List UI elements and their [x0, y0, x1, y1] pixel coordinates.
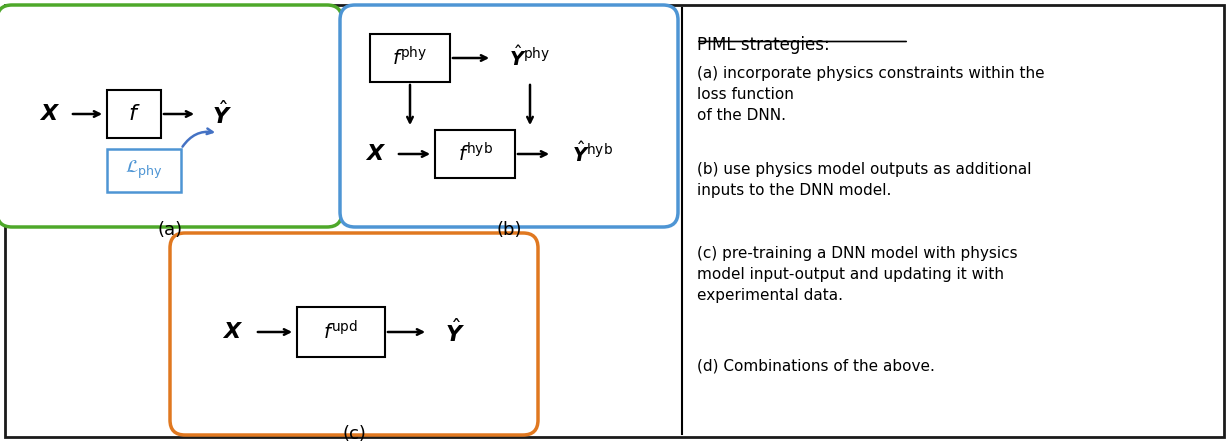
- Text: $\hat{\boldsymbol{Y}}^\mathrm{hyb}$: $\hat{\boldsymbol{Y}}^\mathrm{hyb}$: [571, 141, 612, 167]
- Text: (a) incorporate physics constraints within the
loss function
of the DNN.: (a) incorporate physics constraints with…: [697, 66, 1045, 123]
- Text: $f^\mathrm{phy}$: $f^\mathrm{phy}$: [392, 46, 428, 69]
- FancyBboxPatch shape: [340, 5, 678, 227]
- Text: $\mathcal{L}_\mathrm{phy}$: $\mathcal{L}_\mathrm{phy}$: [125, 159, 163, 181]
- Text: (d) Combinations of the above.: (d) Combinations of the above.: [697, 358, 935, 373]
- FancyBboxPatch shape: [170, 233, 538, 435]
- Text: PIML strategies:: PIML strategies:: [697, 36, 830, 54]
- Text: (b): (b): [497, 221, 522, 239]
- FancyBboxPatch shape: [435, 130, 515, 178]
- FancyBboxPatch shape: [107, 90, 161, 138]
- Text: (c): (c): [342, 425, 366, 442]
- Text: $f^\mathrm{hyb}$: $f^\mathrm{hyb}$: [457, 142, 493, 166]
- Text: (b) use physics model outputs as additional
inputs to the DNN model.: (b) use physics model outputs as additio…: [697, 162, 1031, 198]
- Text: $\hat{\boldsymbol{Y}}$: $\hat{\boldsymbol{Y}}$: [211, 100, 232, 128]
- Text: (a): (a): [157, 221, 183, 239]
- Text: $f$: $f$: [128, 104, 140, 124]
- FancyBboxPatch shape: [297, 307, 385, 357]
- FancyBboxPatch shape: [370, 34, 450, 82]
- Text: $\boldsymbol{X}$: $\boldsymbol{X}$: [365, 144, 387, 164]
- Text: $\boldsymbol{X}$: $\boldsymbol{X}$: [222, 322, 243, 342]
- FancyBboxPatch shape: [5, 5, 1224, 437]
- Text: $\hat{\boldsymbol{Y}}^\mathrm{phy}$: $\hat{\boldsymbol{Y}}^\mathrm{phy}$: [509, 46, 551, 70]
- FancyBboxPatch shape: [0, 5, 342, 227]
- Text: (c) pre-training a DNN model with physics
model input-output and updating it wit: (c) pre-training a DNN model with physic…: [697, 246, 1018, 303]
- Text: $\hat{\boldsymbol{Y}}$: $\hat{\boldsymbol{Y}}$: [445, 318, 465, 346]
- FancyBboxPatch shape: [107, 149, 181, 192]
- Text: $\boldsymbol{X}$: $\boldsymbol{X}$: [39, 104, 60, 124]
- Text: $f^\mathrm{upd}$: $f^\mathrm{upd}$: [323, 320, 359, 343]
